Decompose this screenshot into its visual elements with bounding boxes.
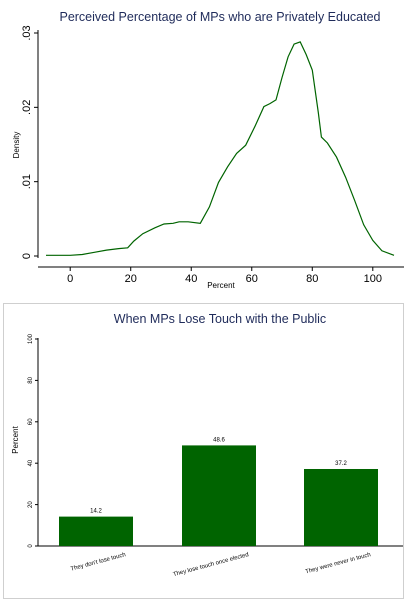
- bar-value-label: 14.2: [90, 509, 102, 515]
- density-y-tick-label: .03: [21, 25, 33, 40]
- bar-y-axis-title: Percent: [11, 425, 20, 453]
- bar-category-label: They were never in touch: [305, 552, 372, 575]
- density-line: [46, 41, 395, 256]
- density-x-tick-label: 100: [364, 273, 382, 285]
- bar-y-tick-label: 20: [28, 501, 34, 508]
- bar-value-label: 37.2: [335, 461, 347, 467]
- bar-y-tick-label: 80: [28, 376, 34, 383]
- density-chart-panel: Perceived Percentage of MPs who are Priv…: [0, 0, 414, 290]
- density-y-tick-label: .01: [21, 174, 33, 189]
- density-x-tick-label: 20: [125, 273, 137, 285]
- bar-value-label: 48.6: [213, 437, 225, 443]
- density-y-axis-title: Density: [12, 132, 21, 159]
- density-y-ticks: 0 .01 .02 .03: [21, 25, 38, 259]
- bar-value-labels: 14.2 48.6 37.2: [90, 437, 347, 514]
- bars: [59, 445, 378, 546]
- density-x-axis-title: Percent: [207, 281, 235, 290]
- bar: [59, 516, 133, 546]
- bar-chart: When MPs Lose Touch with the Public 0 20 4…: [3, 303, 404, 599]
- bar-chart-panel: When MPs Lose Touch with the Public 0 20 4…: [0, 300, 414, 602]
- bar-category-labels: They don't lose touch They lose touch onc…: [70, 552, 371, 578]
- density-y-tick-label: .02: [21, 100, 33, 115]
- density-chart: Perceived Percentage of MPs who are Priv…: [12, 10, 404, 290]
- density-x-tick-label: 40: [185, 273, 197, 285]
- density-y-tick-label: 0: [21, 253, 33, 259]
- density-x-tick-label: 80: [306, 273, 318, 285]
- bar-category-label: They don't lose touch: [70, 552, 126, 573]
- bar: [304, 468, 378, 546]
- bar-category-label: They lose touch once elected: [173, 552, 250, 578]
- density-chart-title: Perceived Percentage of MPs who are Priv…: [59, 10, 380, 24]
- density-x-ticks: 0 20 40 60 80 100: [67, 267, 382, 285]
- bar-y-ticks: 0 20 40 60 80 100: [28, 333, 38, 548]
- bar-y-tick-label: 60: [28, 418, 34, 425]
- bar-y-tick-label: 0: [28, 544, 34, 548]
- bar-chart-title: When MPs Lose Touch with the Public: [114, 312, 326, 326]
- bar-chart-frame: [3, 303, 404, 599]
- density-x-tick-label: 0: [67, 273, 73, 285]
- bar: [182, 445, 256, 546]
- bar-y-tick-label: 40: [28, 459, 34, 466]
- bar-y-tick-label: 100: [28, 333, 34, 344]
- density-x-tick-label: 60: [246, 273, 258, 285]
